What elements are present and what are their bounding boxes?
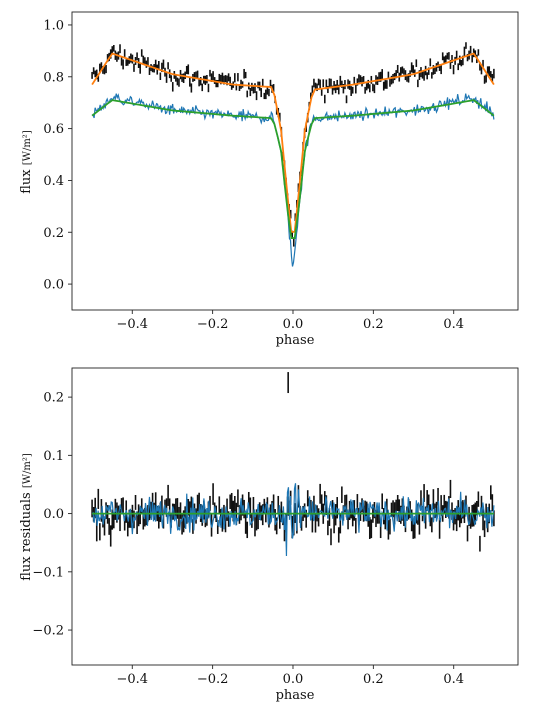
y-tick-label: 0.8 [43, 70, 64, 85]
bottom-plot-area [91, 372, 495, 557]
svg-text:flux residuals [W/m²]: flux residuals [W/m²] [19, 453, 34, 581]
y-tick-label: 0.2 [43, 226, 64, 241]
y-tick-label: −0.2 [32, 624, 64, 639]
y-tick-label: 0.2 [43, 391, 64, 406]
x-tick-label: 0.4 [443, 672, 464, 687]
x-tick-label: 0.0 [283, 672, 304, 687]
y-tick-label: 0.1 [43, 449, 64, 464]
top-y-axis-label: flux [W/m²] [19, 130, 34, 194]
y-tick-label: 0.4 [43, 174, 64, 189]
x-tick-label: 0.2 [363, 317, 384, 332]
x-tick-label: −0.2 [197, 672, 229, 687]
bottom-series-1-line [91, 483, 495, 557]
top-panel: −0.4 −0.2 0.0 0.2 0.4 0.0 0.2 0.4 0.6 0.8 1.0 phase… [19, 11, 519, 348]
top-axes-frame [71, 11, 519, 311]
bottom-panel: −0.4 −0.2 0.0 0.2 0.4 −0.2 −0.1 0.0 0.1 0.2 phase f… [19, 367, 519, 703]
bottom-x-axis-label: phase [276, 688, 315, 703]
x-tick-label: −0.4 [116, 317, 148, 332]
top-series-1-line [91, 52, 495, 233]
x-tick-label: 0.2 [363, 672, 384, 687]
x-tick-label: −0.2 [197, 317, 229, 332]
x-tick-label: 0.4 [443, 317, 464, 332]
y-tick-label: 0.6 [43, 122, 64, 137]
top-series-3-line [91, 99, 495, 239]
x-tick-label: −0.4 [116, 672, 148, 687]
bottom-y-axis-label: flux residuals [W/m²] [19, 453, 34, 581]
svg-text:flux [W/m²]: flux [W/m²] [19, 130, 34, 194]
bottom-axes-frame [71, 367, 519, 666]
y-tick-label: 0.0 [43, 507, 64, 522]
x-tick-label: 0.0 [283, 317, 304, 332]
y-tick-label: 0.0 [43, 278, 64, 293]
y-tick-label: −0.1 [32, 565, 64, 580]
y-tick-label: 1.0 [43, 18, 64, 33]
top-plot-area [91, 42, 495, 267]
top-observed-errorbars [91, 42, 495, 247]
top-x-axis-label: phase [276, 333, 315, 348]
